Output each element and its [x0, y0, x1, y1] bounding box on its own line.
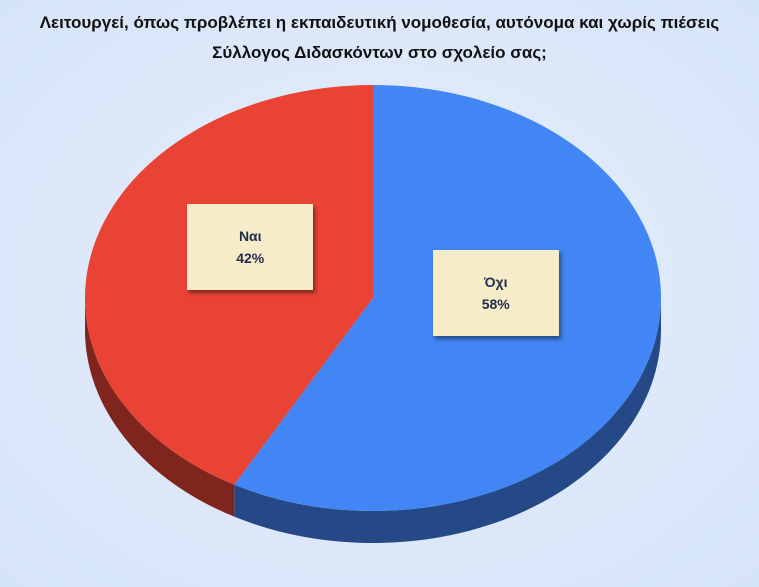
data-label: Ναι 42% — [187, 203, 314, 290]
value-label: 58% — [481, 296, 510, 313]
slice-side — [234, 298, 661, 544]
chart-title: Λειτουργεί, όπως προβλέπει η εκπαιδευτικ… — [39, 13, 720, 62]
category-label: Ναι — [238, 227, 262, 244]
slice-side — [85, 298, 235, 517]
value-label: 42% — [236, 249, 265, 266]
category-label: Όχι — [483, 274, 508, 291]
data-label: Όχι 58% — [432, 250, 559, 337]
